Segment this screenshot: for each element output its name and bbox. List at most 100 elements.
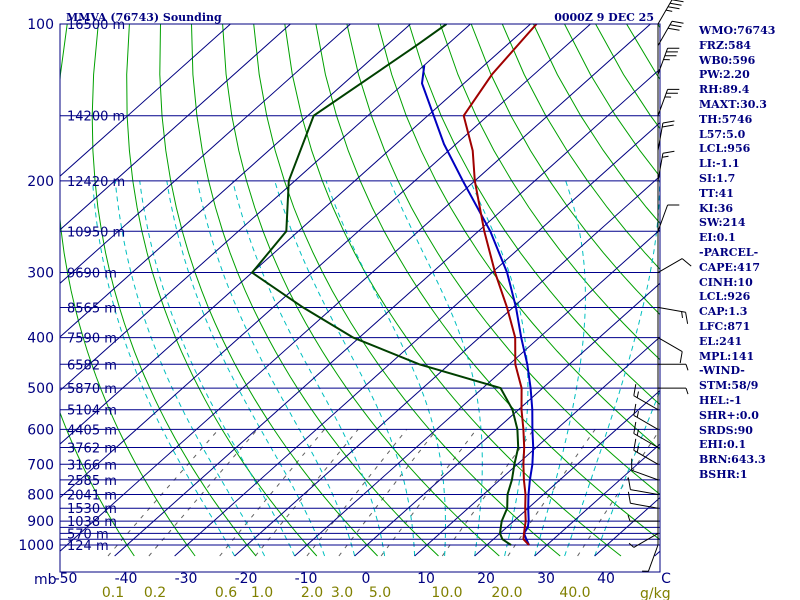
moist-adiabat xyxy=(114,180,266,557)
wind-barb xyxy=(631,458,659,481)
temperature-tick-label: C xyxy=(661,571,671,587)
moist-adiabat xyxy=(469,180,529,557)
temperature-tick-label: 10 xyxy=(417,571,435,587)
sounding-profiles xyxy=(250,24,538,546)
moist-adiabat xyxy=(594,389,660,557)
index-item: TT:41 xyxy=(699,186,734,200)
height-label: 10950 m xyxy=(67,225,125,240)
mixing-ratio-tick-label: 5.0 xyxy=(369,585,391,600)
mixing-ratio-tick-label: 1.0 xyxy=(251,585,273,600)
index-item: LCL:926 xyxy=(699,290,751,304)
wind-barb xyxy=(633,403,659,430)
temperature-profile xyxy=(462,24,538,546)
pressure-tick-label: 600 xyxy=(27,422,54,438)
moist-adiabat xyxy=(389,180,483,557)
index-item: -PARCEL- xyxy=(699,246,759,259)
dewpoint-profile xyxy=(250,24,520,546)
pressure-tick-label: 900 xyxy=(27,514,54,530)
dry-adiabat xyxy=(126,24,318,557)
temperature-tick-label: -20 xyxy=(235,571,258,587)
wind-barb xyxy=(657,204,680,232)
index-item: EL:241 xyxy=(699,334,743,348)
height-label: 16500 m xyxy=(67,18,125,33)
moist-adiabat xyxy=(196,180,356,557)
wind-barb xyxy=(657,0,684,25)
wind-barb xyxy=(657,20,684,46)
isotherm xyxy=(234,175,660,557)
dry-adiabat xyxy=(222,24,500,557)
index-item: PW:2.20 xyxy=(699,68,750,82)
wind-barb xyxy=(658,387,689,395)
mixing-ratio-tick-label: 0.2 xyxy=(144,585,166,600)
index-item: CINH:10 xyxy=(699,275,753,289)
temperature-tick-label: -10 xyxy=(295,571,318,587)
height-label: 9690 m xyxy=(67,267,117,282)
index-item: FRZ:584 xyxy=(699,38,752,52)
isotherm xyxy=(114,68,660,557)
mixing-ratio-tick-label: 3.0 xyxy=(331,585,353,600)
pressure-tick-label: 400 xyxy=(27,331,54,347)
height-label: 14200 m xyxy=(67,110,125,125)
isotherm xyxy=(60,24,591,499)
dry-adiabat xyxy=(408,24,660,406)
wind-barb xyxy=(657,306,689,324)
station-title: MMVA (76743) Sounding xyxy=(66,11,222,24)
index-item: STM:58/9 xyxy=(699,379,759,393)
mixing-ratio-tick-label: 0.1 xyxy=(102,585,124,600)
wind-barb xyxy=(657,150,675,181)
index-item: WMO:76743 xyxy=(699,24,776,37)
temperature-tick-label: -30 xyxy=(175,571,198,587)
dry-adiabat xyxy=(346,24,660,496)
height-label: 1530 m xyxy=(67,502,117,517)
mixing-ratio-tick-label: 10.0 xyxy=(431,585,462,600)
parcel-profile xyxy=(420,65,535,546)
dry-adiabat xyxy=(60,24,196,557)
moist-adiabat xyxy=(534,180,586,557)
temperature-tick-label: -50 xyxy=(55,571,78,587)
pressure-tick-label: 800 xyxy=(27,487,54,503)
isotherm xyxy=(60,24,231,177)
height-label: 7590 m xyxy=(67,332,117,347)
index-item: L57:5.0 xyxy=(699,127,746,141)
index-item: SW:214 xyxy=(699,216,746,230)
wind-barb xyxy=(657,258,692,274)
isotherm xyxy=(60,24,411,338)
background-grid xyxy=(60,24,660,557)
dry-adiabat xyxy=(253,24,561,557)
temperature-tick-label: 20 xyxy=(477,571,495,587)
height-label: 3166 m xyxy=(67,458,117,473)
wind-barb xyxy=(627,478,659,495)
index-item: SRDS:90 xyxy=(699,423,753,437)
temperature-tick-label: 0 xyxy=(362,571,371,587)
wind-barb xyxy=(657,337,683,364)
height-label: 6582 m xyxy=(67,358,117,373)
wind-barb xyxy=(657,47,680,75)
index-item: BSHR:1 xyxy=(699,468,748,481)
wind-barbs xyxy=(627,0,692,572)
temperature-tick-label: -40 xyxy=(115,571,138,587)
isotherm xyxy=(354,282,660,557)
isotherm xyxy=(60,24,651,552)
mixing-ratio-unit: g/kg xyxy=(640,586,671,600)
mixing-ratio-tick-label: 20.0 xyxy=(491,585,522,600)
pressure-tick-label: 700 xyxy=(27,457,54,473)
index-item: BRN:643.3 xyxy=(699,453,766,467)
isotherm xyxy=(474,389,660,557)
height-label: 5870 m xyxy=(67,382,117,397)
moist-adiabat xyxy=(139,180,296,557)
dry-adiabat xyxy=(91,24,257,557)
wind-barb xyxy=(657,120,675,151)
height-label: 1038 m xyxy=(67,515,117,530)
index-item: RH:89.4 xyxy=(699,83,750,97)
index-item: EHI:0.1 xyxy=(699,438,747,452)
pressure-tick-label: 1000 xyxy=(18,538,54,554)
index-item: LFC:871 xyxy=(699,320,751,333)
wind-barb xyxy=(627,514,658,522)
mixing-ratio-tick-label: 2.0 xyxy=(301,585,323,600)
plot-frame xyxy=(59,23,661,573)
dry-adiabat xyxy=(191,24,439,557)
isotherm xyxy=(60,24,531,445)
wind-barb xyxy=(657,88,680,116)
